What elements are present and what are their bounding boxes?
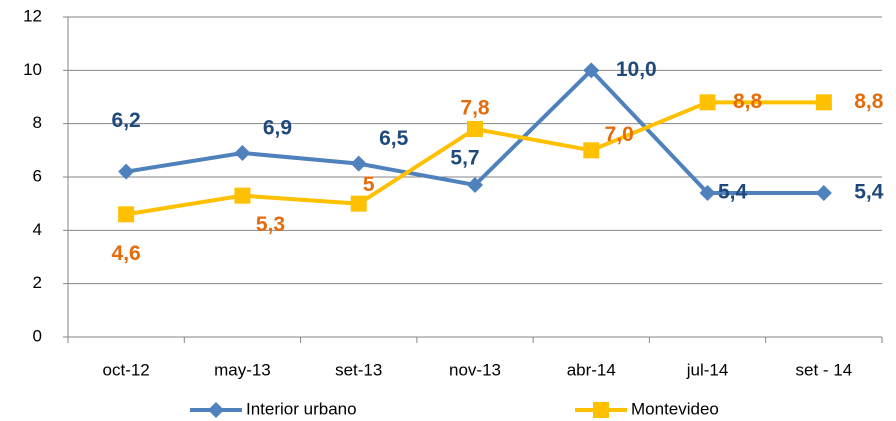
legend-label: Montevideo <box>631 399 719 418</box>
y-tick-label: 12 <box>23 6 42 25</box>
value-label: 5,3 <box>256 213 285 236</box>
x-tick-label: set - 14 <box>796 360 853 379</box>
y-tick-label: 10 <box>23 60 42 79</box>
marker <box>583 62 600 79</box>
marker <box>234 145 251 161</box>
value-label: 5,4 <box>718 181 748 204</box>
marker <box>350 195 367 212</box>
marker <box>118 163 135 180</box>
value-label: 6,9 <box>263 117 292 140</box>
x-tick-label: may-13 <box>214 360 271 379</box>
value-label: 8,8 <box>854 90 884 113</box>
marker <box>699 94 716 111</box>
marker <box>350 155 367 172</box>
value-label: 5,4 <box>854 181 884 204</box>
legend-marker <box>208 402 224 418</box>
marker <box>467 177 483 193</box>
x-tick-label: oct-12 <box>103 360 150 379</box>
value-label: 5,7 <box>450 147 479 170</box>
value-label: 7,0 <box>605 123 634 146</box>
x-tick-label: set-13 <box>335 360 382 379</box>
value-label: 7,8 <box>460 97 490 120</box>
marker <box>815 185 832 201</box>
marker <box>467 121 483 137</box>
y-tick-label: 2 <box>33 273 42 292</box>
legend-label: Interior urbano <box>246 399 357 418</box>
x-tick-label: jul-14 <box>686 360 729 379</box>
legend-marker <box>593 402 609 418</box>
marker <box>583 142 600 159</box>
marker <box>699 185 716 201</box>
value-label: 4,6 <box>112 242 141 265</box>
value-label: 6,5 <box>379 127 409 150</box>
x-tick-label: nov-13 <box>449 360 501 379</box>
y-tick-label: 0 <box>33 326 42 345</box>
y-tick-label: 8 <box>33 113 42 132</box>
x-tick-label: abr-14 <box>567 360 616 379</box>
value-label: 5 <box>363 173 375 196</box>
y-tick-label: 4 <box>33 220 42 239</box>
y-tick-label: 6 <box>33 166 42 185</box>
marker <box>815 94 832 111</box>
value-label: 8,8 <box>733 90 763 113</box>
value-label: 10,0 <box>616 58 657 81</box>
marker <box>118 206 135 223</box>
value-label: 6,2 <box>112 109 141 132</box>
marker <box>234 187 251 204</box>
